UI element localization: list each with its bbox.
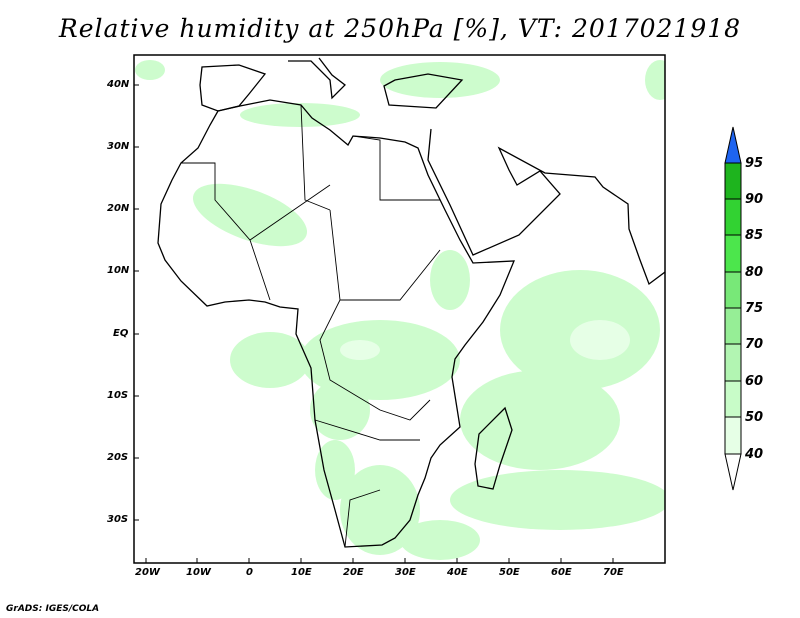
lat-label: 30S	[107, 514, 129, 525]
humidity-blob	[570, 320, 630, 360]
humidity-blob	[192, 183, 308, 247]
colorbar-box	[724, 198, 742, 236]
coastlines	[157, 57, 665, 548]
footer-credit: GrADS: IGES/COLA	[6, 604, 100, 614]
humidity-blob	[400, 520, 480, 560]
colorbar-over-arrow	[724, 126, 742, 164]
lon-label: 60E	[551, 567, 572, 578]
lon-label: 20W	[135, 567, 160, 578]
colorbar-box	[724, 307, 742, 345]
colorbar-box	[724, 271, 742, 309]
lon-label: 30E	[395, 567, 416, 578]
humidity-blob	[380, 62, 500, 98]
humidity-blob	[240, 103, 360, 127]
humidity-blob	[315, 440, 355, 500]
colorbar-label: 85	[745, 228, 764, 243]
colorbar-box	[724, 234, 742, 273]
madagascar-coastline	[474, 406, 513, 490]
colorbar-label: 50	[745, 410, 764, 425]
humidity-blob	[430, 250, 470, 310]
colorbar-label: 95	[745, 156, 764, 171]
lat-label: 10S	[107, 390, 129, 401]
humidity-blob	[135, 60, 165, 80]
colorbar-box	[724, 380, 742, 418]
colorbar-label: 90	[745, 192, 764, 207]
humidity-blob	[340, 340, 380, 360]
lat-label: 20N	[107, 203, 130, 214]
lat-label: 20S	[107, 452, 129, 463]
colorbar-label: 40	[745, 447, 764, 462]
colorbar-label: 75	[745, 301, 764, 316]
lat-label: EQ	[113, 328, 129, 339]
colorbar-box	[724, 416, 742, 455]
lat-label: 10N	[107, 265, 130, 276]
italy-coastline	[288, 57, 346, 100]
colorbar-box	[724, 162, 742, 200]
humidity-blob	[645, 60, 665, 100]
colorbar-label: 70	[745, 337, 764, 352]
humidity-blob	[460, 370, 620, 470]
iberia-coastline	[199, 64, 267, 112]
lat-label: 40N	[107, 79, 130, 90]
lon-label: 40E	[447, 567, 468, 578]
lon-label: 70E	[603, 567, 624, 578]
africa-coastline	[157, 99, 515, 548]
colorbar	[724, 126, 742, 491]
axis-ticks	[134, 84, 614, 563]
colorbar-under-arrow	[724, 453, 742, 491]
asia-coastline	[427, 128, 665, 286]
lat-label: 30N	[107, 141, 130, 152]
humidity-blob	[450, 470, 665, 530]
lon-label: 20E	[343, 567, 364, 578]
humidity-field	[135, 60, 665, 560]
colorbar-label: 60	[745, 374, 764, 389]
lon-label: 0	[246, 567, 253, 578]
turkey-coastline	[383, 73, 464, 109]
humidity-blob	[230, 332, 310, 388]
chart-title: Relative humidity at 250hPa [%], VT: 201…	[58, 14, 742, 43]
map-frame	[133, 54, 666, 564]
colorbar-box	[724, 343, 742, 382]
lon-label: 10E	[291, 567, 312, 578]
colorbar-label: 80	[745, 265, 764, 280]
country-borders	[181, 104, 441, 548]
humidity-blob	[310, 380, 370, 440]
lon-label: 50E	[499, 567, 520, 578]
lon-label: 10W	[186, 567, 211, 578]
